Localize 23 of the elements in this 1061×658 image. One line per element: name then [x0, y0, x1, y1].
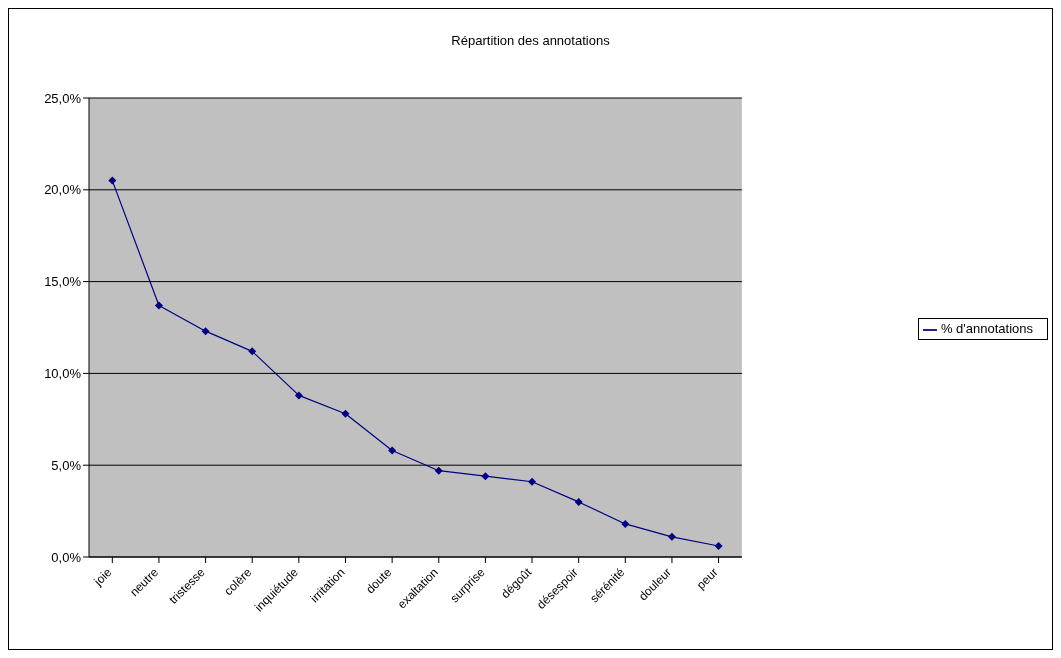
x-tick-label: joie: [90, 565, 115, 590]
point: [294, 391, 303, 400]
legend-label: % d'annotations: [940, 321, 1033, 337]
point: [341, 409, 350, 418]
y-tick-label: 25,0%: [44, 90, 82, 106]
point: [667, 532, 676, 541]
y-tick-label: 15,0%: [44, 274, 82, 290]
y-tick-label: 5,0%: [51, 457, 82, 473]
point: [714, 541, 723, 550]
y-tick-label: 0,0%: [51, 549, 82, 565]
chart-title: Répartition des annotations: [450, 33, 611, 48]
y-tick-label: 10,0%: [44, 366, 82, 382]
point: [108, 176, 117, 185]
point: [201, 327, 210, 336]
point: [248, 347, 257, 356]
point: [154, 301, 163, 310]
point: [621, 519, 630, 528]
y-tick-label: 20,0%: [44, 182, 82, 198]
point: [574, 497, 583, 506]
point: [434, 466, 443, 475]
point: [388, 446, 397, 455]
point: [481, 472, 490, 481]
point: [528, 477, 537, 486]
